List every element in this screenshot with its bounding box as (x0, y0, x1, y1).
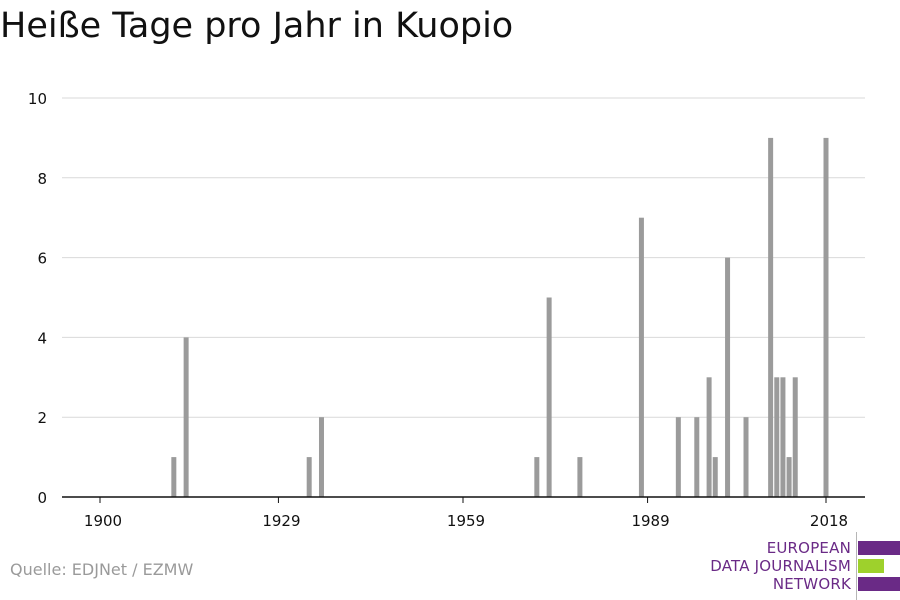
x-tick-label-1959: 1959 (447, 512, 485, 530)
logo-bar-top (858, 541, 900, 555)
bar-1934 (306, 457, 312, 497)
bar-1999 (706, 377, 712, 497)
axes (62, 496, 865, 503)
logo-bar-middle (858, 559, 884, 573)
bar-1914 (183, 337, 189, 497)
tick-labels: 0 2 4 6 8 10 1900 1929 1959 1989 2018 (28, 90, 848, 530)
y-tick-label-4: 4 (37, 329, 47, 347)
bar-1978 (577, 457, 583, 497)
logo-text-european: EUROPEAN (766, 539, 851, 557)
bar-2018 (823, 137, 829, 497)
bar-2000 (712, 457, 718, 497)
logo-divider (856, 532, 857, 600)
edjnet-logo: EUROPEAN DATA JOURNALISM NETWORK (700, 532, 900, 600)
gridlines (62, 97, 865, 418)
logo-bar-bottom (858, 577, 900, 591)
y-tick-label-8: 8 (37, 170, 47, 188)
bar-2011 (780, 377, 786, 497)
bar-2002 (725, 257, 731, 497)
bar-1994 (675, 417, 681, 497)
y-tick-label-0: 0 (37, 489, 47, 507)
bar-1973 (546, 297, 552, 497)
bar-2010 (774, 377, 780, 497)
bar-1971 (534, 457, 540, 497)
logo-text-network: NETWORK (772, 575, 851, 593)
bar-1997 (694, 417, 700, 497)
y-tick-label-6: 6 (37, 250, 47, 268)
bar-2009 (768, 137, 774, 497)
bars (171, 137, 829, 497)
logo-text-data-journalism: DATA JOURNALISM (710, 557, 851, 575)
bar-1936 (318, 417, 324, 497)
chart-title: Heiße Tage pro Jahr in Kuopio (0, 6, 514, 46)
x-tick-label-1929: 1929 (262, 512, 300, 530)
y-tick-label-2: 2 (37, 409, 47, 427)
x-tick-label-1989: 1989 (631, 512, 669, 530)
x-tick-label-2018: 2018 (810, 512, 848, 530)
bar-2005 (743, 417, 749, 497)
bar-2012 (786, 457, 792, 497)
bar-2013 (792, 377, 798, 497)
y-tick-label-10: 10 (28, 90, 47, 108)
x-tick-label-1900: 1900 (84, 512, 122, 530)
bar-1988 (638, 217, 644, 497)
bar-1912 (171, 457, 177, 497)
source-note: Quelle: EDJNet / EZMW (10, 560, 194, 579)
